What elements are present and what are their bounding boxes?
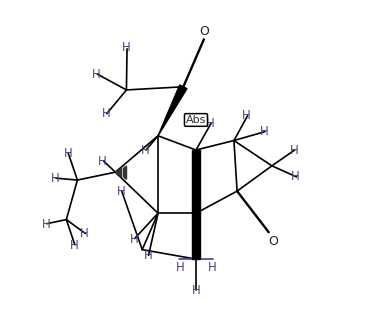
Text: H: H (192, 284, 200, 297)
Text: H: H (242, 109, 251, 122)
Text: H: H (41, 218, 50, 231)
Text: H: H (80, 227, 89, 240)
Text: H: H (290, 144, 298, 157)
Text: H: H (260, 124, 268, 137)
Text: Abs: Abs (186, 115, 206, 125)
Text: H: H (208, 261, 217, 274)
Polygon shape (158, 85, 187, 136)
Text: H: H (130, 233, 139, 246)
Text: H: H (291, 170, 300, 183)
Text: O: O (199, 25, 209, 38)
Polygon shape (192, 213, 200, 259)
Text: H: H (92, 68, 101, 81)
Text: H: H (101, 107, 110, 120)
Text: O: O (269, 234, 278, 248)
Text: H: H (141, 144, 150, 157)
Text: H: H (117, 185, 126, 198)
Text: H: H (70, 239, 79, 252)
Text: H: H (122, 41, 131, 54)
Text: H: H (98, 155, 107, 167)
Text: H: H (176, 261, 185, 274)
Text: H: H (144, 249, 153, 263)
Text: H: H (63, 147, 72, 160)
Text: H: H (51, 172, 60, 185)
Text: H: H (206, 117, 214, 130)
Polygon shape (192, 150, 200, 213)
